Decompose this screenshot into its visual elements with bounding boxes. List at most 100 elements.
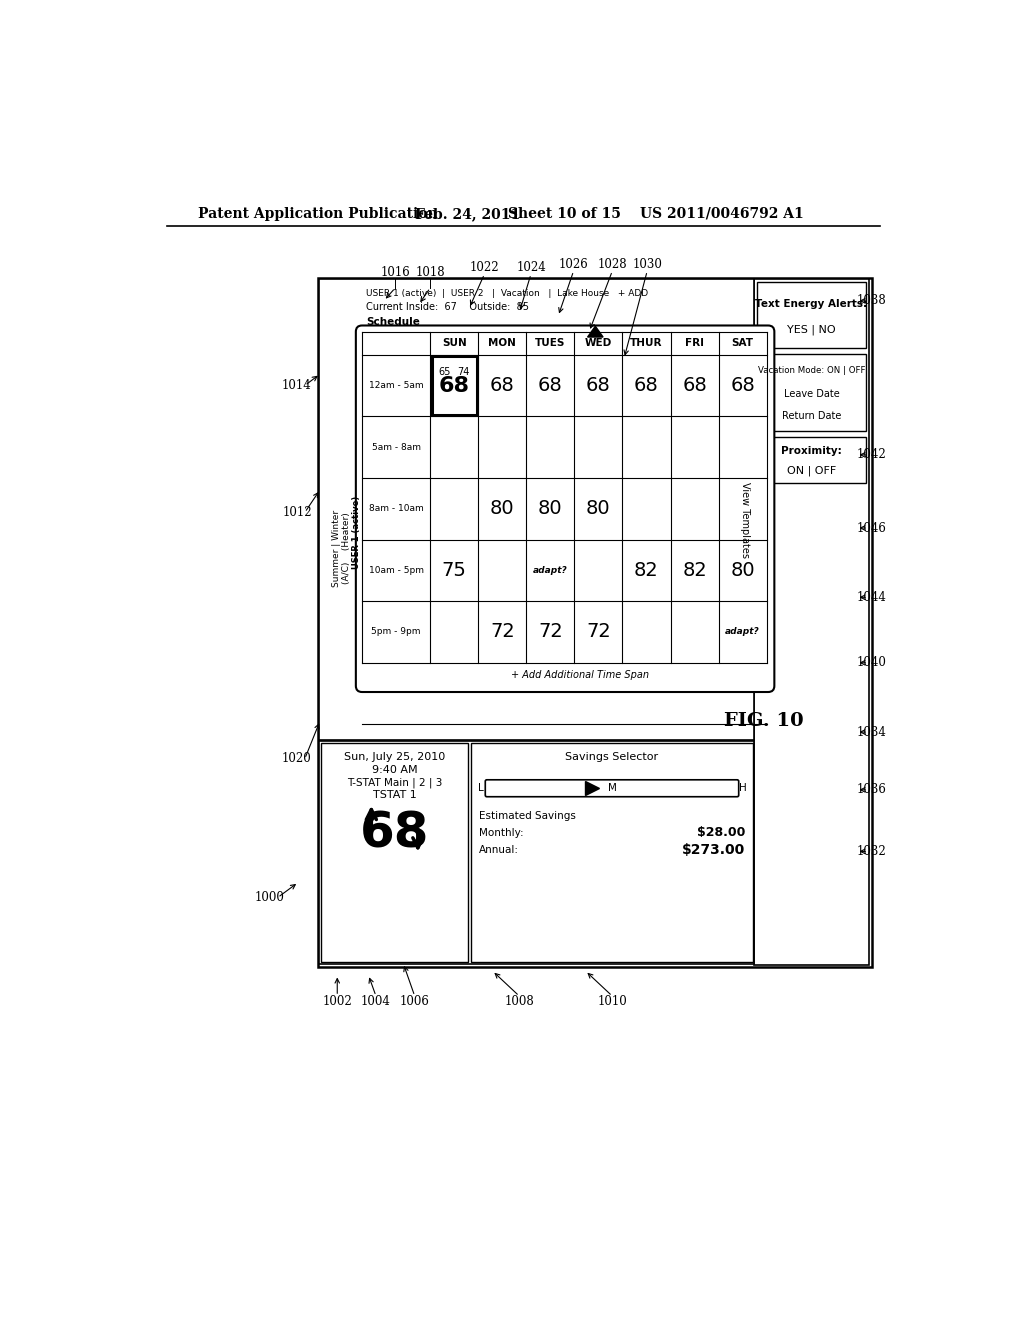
Text: 1018: 1018 xyxy=(416,265,445,279)
Text: THUR: THUR xyxy=(630,338,663,348)
Text: 68: 68 xyxy=(586,376,610,395)
Text: 1040: 1040 xyxy=(857,656,887,669)
Text: Patent Application Publication: Patent Application Publication xyxy=(198,207,437,220)
FancyBboxPatch shape xyxy=(317,277,872,966)
Text: 65: 65 xyxy=(439,367,452,376)
FancyBboxPatch shape xyxy=(432,356,477,414)
Text: 1036: 1036 xyxy=(857,783,887,796)
Text: 68: 68 xyxy=(489,376,515,395)
FancyBboxPatch shape xyxy=(758,354,866,430)
Text: USER 1 (active): USER 1 (active) xyxy=(352,496,361,569)
Text: Text Energy Alerts:: Text Energy Alerts: xyxy=(756,298,867,309)
FancyBboxPatch shape xyxy=(321,743,468,962)
Text: (A/C)    (Heater): (A/C) (Heater) xyxy=(342,512,351,583)
Text: FIG. 10: FIG. 10 xyxy=(724,711,803,730)
Text: 1038: 1038 xyxy=(857,294,887,308)
FancyBboxPatch shape xyxy=(471,743,753,962)
Text: Schedule: Schedule xyxy=(366,317,420,326)
Text: 80: 80 xyxy=(730,561,755,579)
Text: 1022: 1022 xyxy=(470,261,500,275)
Text: 80: 80 xyxy=(586,499,610,519)
Text: 5pm - 9pm: 5pm - 9pm xyxy=(372,627,421,636)
Text: Savings Selector: Savings Selector xyxy=(565,751,658,762)
Text: 68: 68 xyxy=(730,376,755,395)
Text: Leave Date: Leave Date xyxy=(783,389,840,399)
Text: $273.00: $273.00 xyxy=(682,843,744,857)
FancyBboxPatch shape xyxy=(758,437,866,483)
Text: WED: WED xyxy=(585,338,612,348)
Text: 1014: 1014 xyxy=(282,379,312,392)
Text: T-STAT Main | 2 | 3: T-STAT Main | 2 | 3 xyxy=(347,777,442,788)
Text: SUN: SUN xyxy=(442,338,467,348)
Text: 74: 74 xyxy=(458,367,470,376)
Text: Return Date: Return Date xyxy=(782,411,842,421)
Text: H: H xyxy=(739,783,748,793)
FancyBboxPatch shape xyxy=(319,280,755,739)
Text: Proximity:: Proximity: xyxy=(781,446,842,455)
Text: 82: 82 xyxy=(634,561,658,579)
Text: Monthly:: Monthly: xyxy=(479,828,523,838)
Text: 1042: 1042 xyxy=(857,449,887,462)
FancyBboxPatch shape xyxy=(319,742,755,964)
Text: TUES: TUES xyxy=(536,338,565,348)
Text: 1002: 1002 xyxy=(323,995,352,1008)
Text: M: M xyxy=(607,783,616,793)
Text: 1008: 1008 xyxy=(505,995,535,1008)
Text: $28.00: $28.00 xyxy=(696,826,744,840)
Text: 1046: 1046 xyxy=(857,521,887,535)
Text: 68: 68 xyxy=(682,376,707,395)
Text: 9:40 AM: 9:40 AM xyxy=(372,764,418,775)
Text: 10am - 5pm: 10am - 5pm xyxy=(369,566,424,574)
Text: 1024: 1024 xyxy=(516,261,546,275)
Text: 5am - 8am: 5am - 8am xyxy=(372,442,421,451)
Text: Feb. 24, 2011: Feb. 24, 2011 xyxy=(415,207,520,220)
Text: 68: 68 xyxy=(634,376,658,395)
Text: YES | NO: YES | NO xyxy=(787,325,836,335)
Polygon shape xyxy=(588,326,603,337)
Text: 1026: 1026 xyxy=(559,259,589,271)
Text: Current Inside:  67    Outside:  85: Current Inside: 67 Outside: 85 xyxy=(366,302,529,312)
Text: 1028: 1028 xyxy=(598,259,627,271)
Text: 1000: 1000 xyxy=(255,891,285,904)
Text: + Add Additional Time Span: + Add Additional Time Span xyxy=(511,671,649,680)
Text: 1034: 1034 xyxy=(857,726,887,739)
Text: 12am - 5am: 12am - 5am xyxy=(369,381,424,389)
Text: Summer | Winter: Summer | Winter xyxy=(332,510,341,586)
Text: Vacation Mode: ON | OFF: Vacation Mode: ON | OFF xyxy=(758,367,865,375)
Text: 68: 68 xyxy=(438,376,470,396)
Text: 72: 72 xyxy=(538,623,563,642)
Text: Sheet 10 of 15: Sheet 10 of 15 xyxy=(508,207,621,220)
Text: 80: 80 xyxy=(538,499,562,519)
FancyBboxPatch shape xyxy=(485,780,738,797)
Text: 1020: 1020 xyxy=(282,752,312,766)
FancyBboxPatch shape xyxy=(356,326,774,692)
Text: 1004: 1004 xyxy=(361,995,391,1008)
FancyBboxPatch shape xyxy=(755,280,869,965)
Text: USER 1 (active)  |  USER 2   |  Vacation   |  Lake House   + ADD: USER 1 (active) | USER 2 | Vacation | La… xyxy=(366,289,648,297)
Text: Estimated Savings: Estimated Savings xyxy=(479,810,575,821)
Text: L: L xyxy=(478,783,483,793)
Text: US 2011/0046792 A1: US 2011/0046792 A1 xyxy=(640,207,803,220)
Text: TSTAT 1: TSTAT 1 xyxy=(373,791,417,800)
Text: adapt?: adapt? xyxy=(534,566,567,574)
Text: FRI: FRI xyxy=(685,338,705,348)
Text: 72: 72 xyxy=(489,623,515,642)
Text: View Templates: View Templates xyxy=(740,482,750,558)
Text: 1032: 1032 xyxy=(857,845,887,858)
Text: 1030: 1030 xyxy=(632,259,663,271)
Text: 1012: 1012 xyxy=(283,506,311,519)
Text: 68: 68 xyxy=(538,376,563,395)
Text: ON | OFF: ON | OFF xyxy=(786,466,837,477)
Text: SAT: SAT xyxy=(731,338,754,348)
Text: 75: 75 xyxy=(441,561,467,579)
Text: 1010: 1010 xyxy=(597,995,628,1008)
Text: Annual:: Annual: xyxy=(479,845,519,855)
Text: MON: MON xyxy=(488,338,516,348)
FancyBboxPatch shape xyxy=(758,282,866,348)
Text: 72: 72 xyxy=(586,623,610,642)
Text: 1044: 1044 xyxy=(857,591,887,603)
Text: adapt?: adapt? xyxy=(725,627,760,636)
Text: 82: 82 xyxy=(682,561,707,579)
Text: Sun, July 25, 2010: Sun, July 25, 2010 xyxy=(344,751,445,762)
Text: 80: 80 xyxy=(490,499,515,519)
